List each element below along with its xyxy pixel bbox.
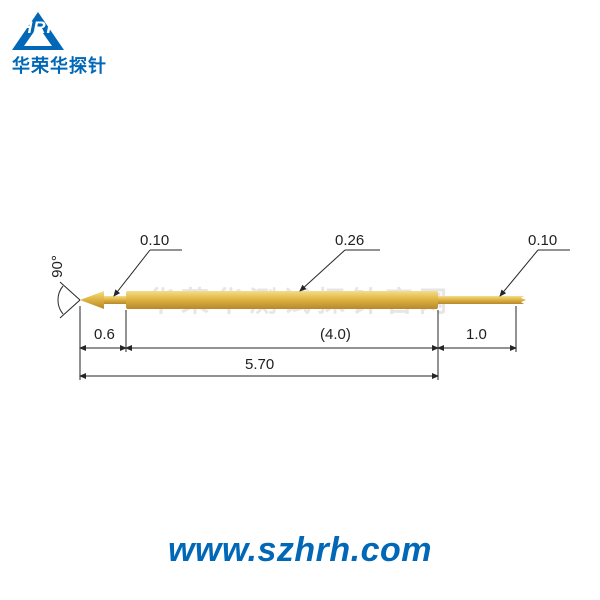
angle-dimension (58, 282, 80, 318)
dim-length-tip: 0.6 (94, 326, 115, 343)
dim-length-tail: 1.0 (466, 326, 487, 343)
diameter-leaders (114, 250, 570, 296)
footer-url: www.szhrh.com (0, 531, 600, 570)
extension-lines (80, 306, 516, 380)
logo-initials: HRH (20, 18, 60, 38)
probe-dimensional-drawing (0, 0, 600, 600)
probe-body (126, 291, 438, 309)
dim-length-body: (4.0) (320, 326, 351, 343)
dim-length-overall: 5.70 (245, 356, 274, 373)
dim-diameter-tail: 0.10 (528, 232, 557, 249)
dim-diameter-body: 0.26 (335, 232, 364, 249)
probe-tail (438, 296, 516, 304)
lower-dimensions (80, 348, 516, 376)
probe-tip-cone (80, 291, 104, 309)
dim-tip-angle: 90° (49, 255, 66, 278)
page-root: HRH 华荣华探针 华荣华测试探针官网 (0, 0, 600, 600)
dim-diameter-tip: 0.10 (140, 232, 169, 249)
probe-tip-stub (104, 296, 126, 304)
